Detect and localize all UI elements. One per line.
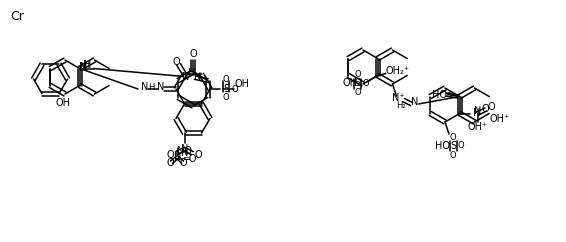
Text: S: S	[450, 141, 456, 151]
Text: HO⁺: HO⁺	[432, 90, 452, 99]
Text: H: H	[188, 68, 195, 78]
Text: N: N	[181, 144, 188, 154]
Text: O: O	[179, 158, 187, 168]
Text: O: O	[450, 133, 456, 142]
Text: O: O	[173, 57, 181, 67]
Text: N: N	[411, 97, 418, 107]
Text: O: O	[354, 70, 361, 79]
Text: N: N	[181, 148, 188, 158]
Text: HO: HO	[435, 141, 451, 151]
Text: O: O	[488, 103, 496, 113]
Text: O: O	[450, 151, 456, 159]
Text: OH⁺: OH⁺	[468, 122, 488, 133]
Text: O: O	[458, 142, 464, 151]
Text: H: H	[84, 60, 92, 69]
Text: N: N	[157, 82, 165, 92]
Text: O: O	[167, 158, 174, 168]
Text: O: O	[167, 150, 174, 160]
Text: O: O	[231, 84, 238, 93]
Text: OH: OH	[234, 79, 250, 89]
Text: OH⁺: OH⁺	[490, 113, 510, 123]
Text: N: N	[182, 71, 190, 82]
Text: O: O	[222, 76, 229, 84]
Text: N: N	[79, 62, 87, 73]
Text: N: N	[473, 107, 480, 118]
Text: N: N	[80, 61, 87, 71]
Text: S: S	[223, 84, 229, 94]
Text: O: O	[189, 49, 197, 59]
Text: NO: NO	[177, 146, 192, 156]
Text: ═O: ═O	[183, 154, 196, 164]
Text: H: H	[83, 60, 91, 70]
Text: S: S	[355, 78, 361, 89]
Text: N⁺: N⁺	[392, 93, 405, 103]
Text: O: O	[195, 150, 202, 160]
Text: O: O	[482, 104, 490, 113]
Text: OH₂⁺: OH₂⁺	[385, 67, 410, 76]
Text: O: O	[354, 88, 361, 97]
Text: N: N	[142, 82, 149, 92]
Text: OH: OH	[55, 98, 71, 108]
Text: N: N	[194, 71, 201, 82]
Text: OH: OH	[342, 78, 357, 89]
Text: Cr: Cr	[10, 10, 24, 23]
Text: O: O	[222, 93, 229, 103]
Text: H₂: H₂	[396, 101, 405, 111]
Text: O: O	[362, 79, 369, 88]
Text: H: H	[148, 83, 154, 91]
Text: N: N	[174, 152, 181, 162]
Text: N: N	[474, 106, 482, 116]
